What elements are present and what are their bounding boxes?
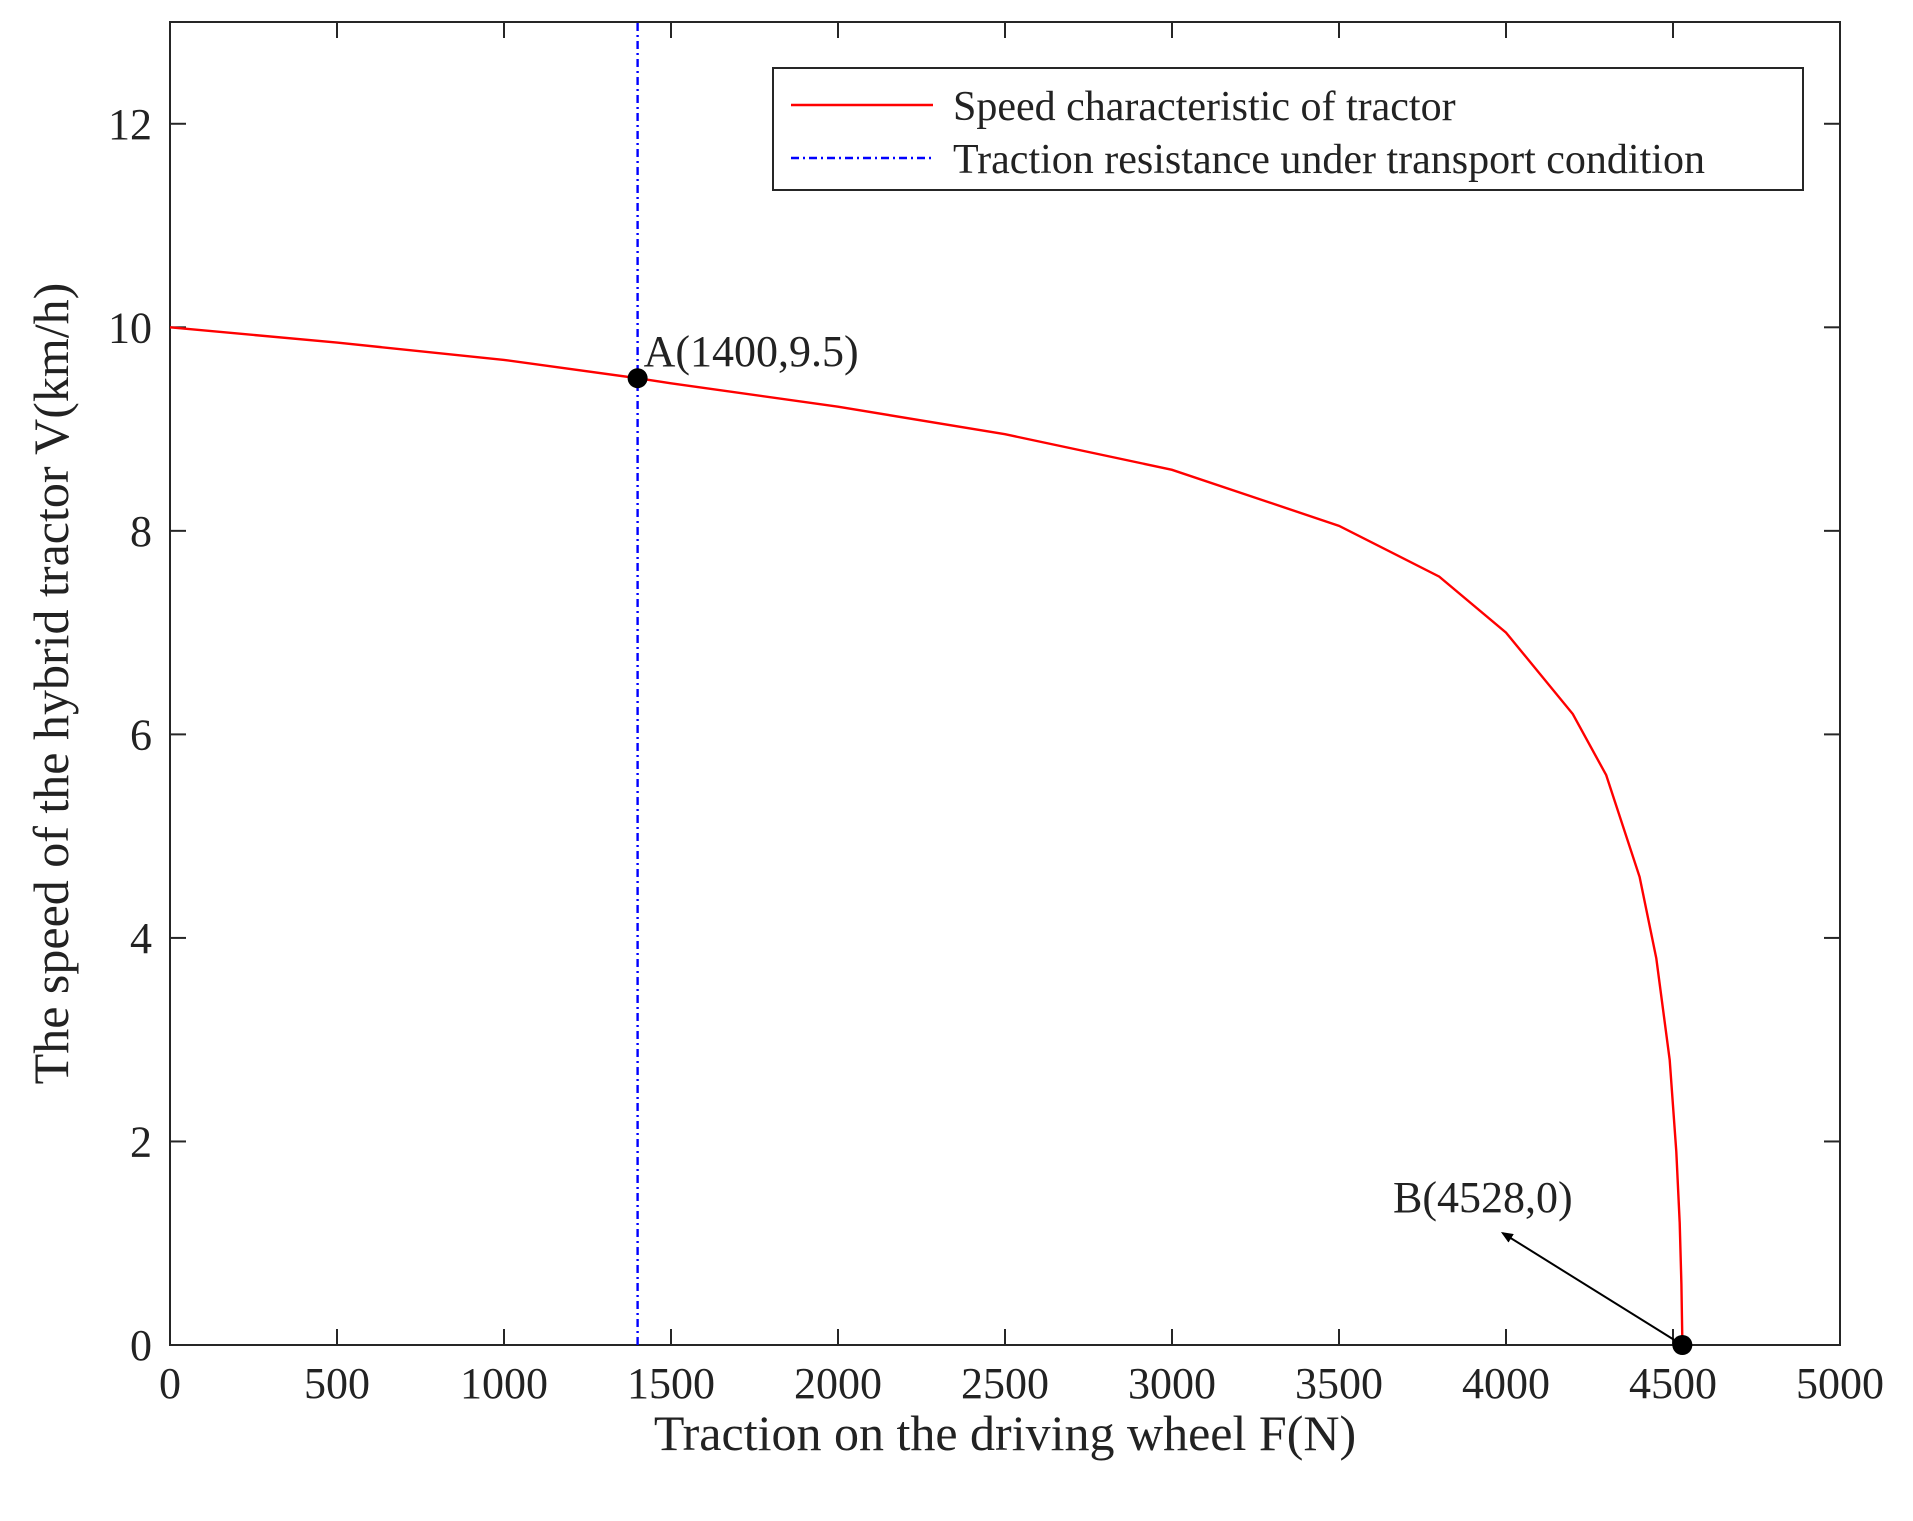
y-axis-label: The speed of the hybrid tractor V(km/h) <box>23 283 79 1085</box>
x-tick-label: 4000 <box>1462 1359 1550 1408</box>
y-tick-label: 0 <box>130 1321 152 1370</box>
y-tick-label: 8 <box>130 507 152 556</box>
x-axis-label: Traction on the driving wheel F(N) <box>654 1405 1356 1461</box>
x-tick-label: 1000 <box>460 1359 548 1408</box>
y-tick-label: 2 <box>130 1117 152 1166</box>
y-tick-label: 4 <box>130 914 152 963</box>
legend-label-0: Speed characteristic of tractor <box>953 84 1456 130</box>
x-tick-label: 2500 <box>961 1359 1049 1408</box>
x-tick-label: 4500 <box>1629 1359 1717 1408</box>
annotation-arrow <box>1500 1231 1683 1346</box>
x-tick-label: 3500 <box>1295 1359 1383 1408</box>
x-tick-label: 5000 <box>1796 1359 1884 1408</box>
x-tick-label: 2000 <box>794 1359 882 1408</box>
legend-box <box>772 67 1804 191</box>
data-point-a <box>627 368 648 389</box>
legend-label-1: Traction resistance under transport cond… <box>953 137 1705 183</box>
x-tick-label: 500 <box>304 1359 370 1408</box>
y-tick-label: 12 <box>108 100 152 149</box>
point-label-a: A(1400,9.5) <box>644 327 859 376</box>
x-tick-label: 3000 <box>1128 1359 1216 1408</box>
y-tick-label: 6 <box>130 710 152 759</box>
x-tick-label: 1500 <box>627 1359 715 1408</box>
data-point-b <box>1672 1335 1693 1355</box>
point-label-b: B(4528,0) <box>1393 1173 1573 1222</box>
plot-frame <box>169 21 1841 1346</box>
x-tick-label: 0 <box>159 1359 181 1408</box>
y-tick-label: 10 <box>108 303 152 352</box>
